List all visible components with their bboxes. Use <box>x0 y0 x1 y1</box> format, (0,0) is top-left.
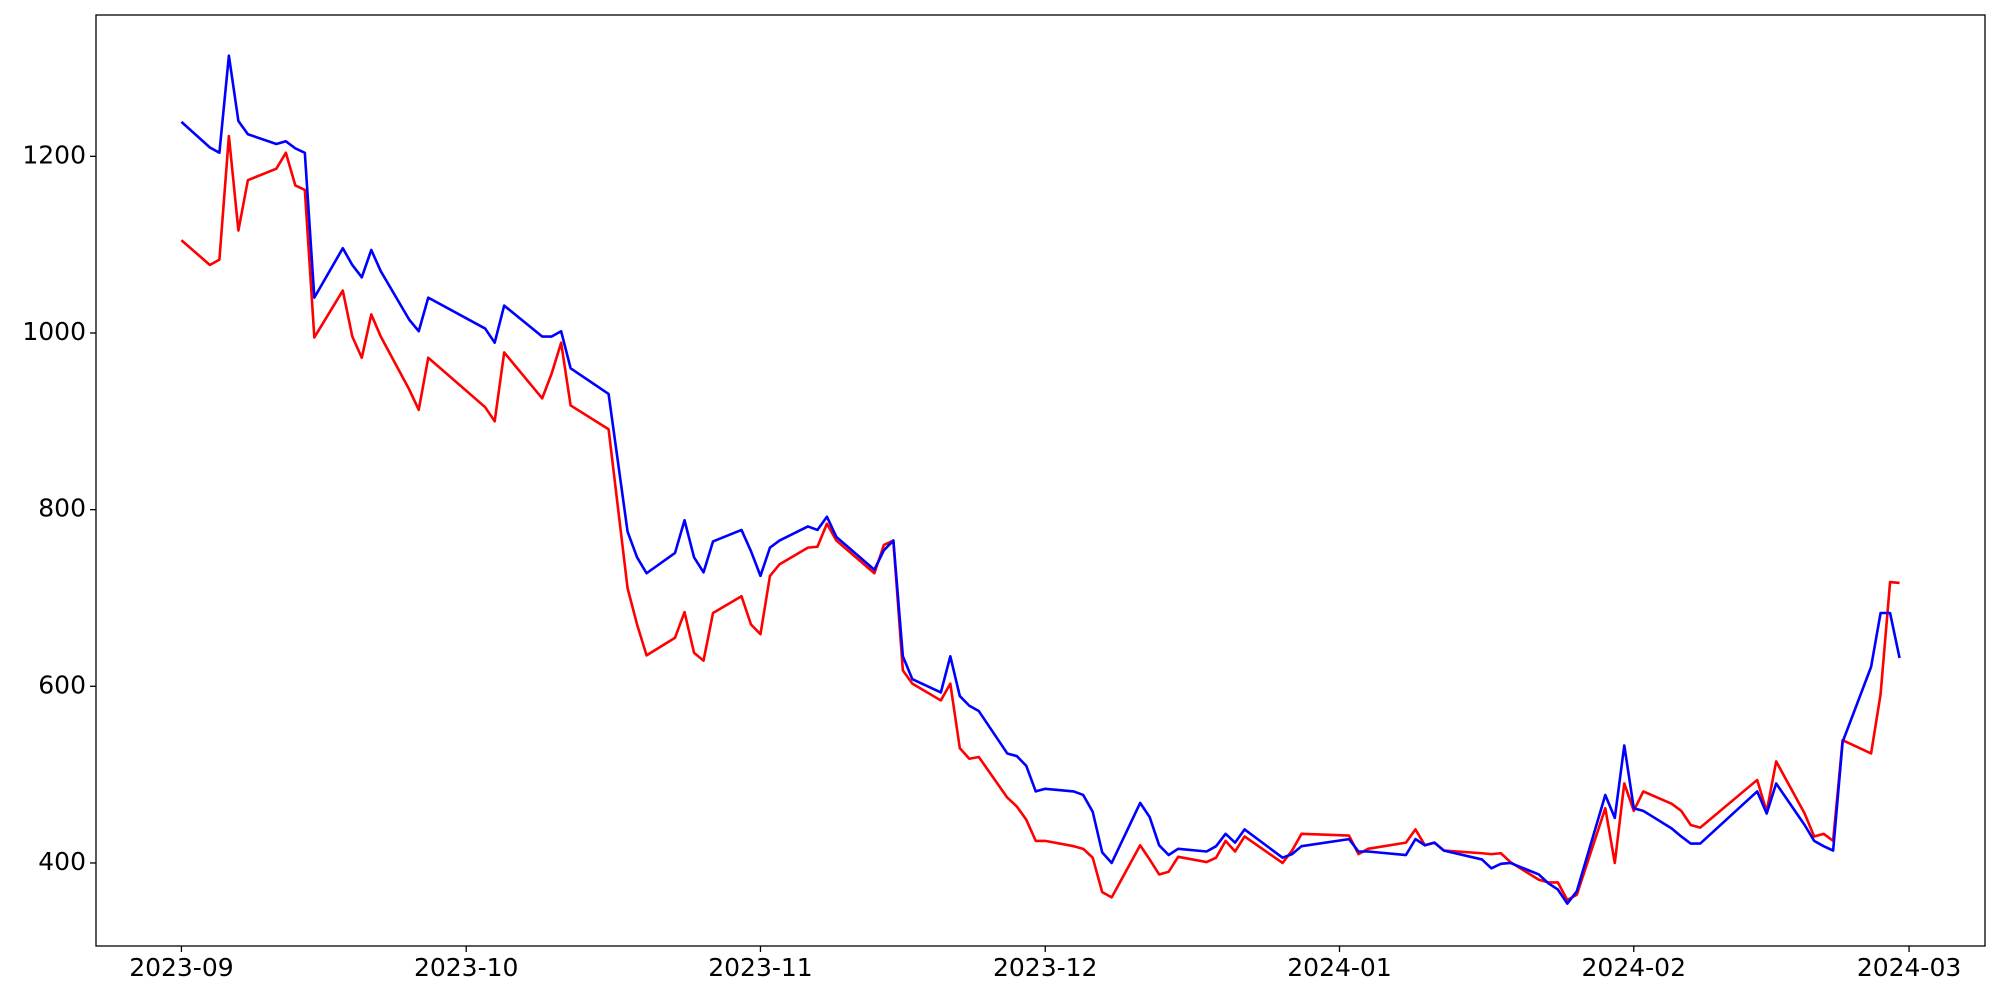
x-tick-label: 2023-11 <box>708 953 812 982</box>
x-tick-label: 2023-12 <box>993 953 1097 982</box>
y-tick-label: 1200 <box>22 140 86 169</box>
x-tick-label: 2023-09 <box>129 953 233 982</box>
y-tick-label: 1000 <box>22 317 86 346</box>
x-tick-label: 2024-01 <box>1287 953 1391 982</box>
x-tick-label: 2024-03 <box>1857 953 1961 982</box>
plot-frame <box>95 14 1986 947</box>
y-tick-label: 400 <box>38 847 86 876</box>
x-tick-label: 2023-10 <box>414 953 518 982</box>
series-line <box>180 134 1900 902</box>
x-tick-label: 2024-02 <box>1582 953 1686 982</box>
series-line <box>180 54 1901 905</box>
y-tick-label: 600 <box>38 670 86 699</box>
y-tick-label: 800 <box>38 494 86 523</box>
